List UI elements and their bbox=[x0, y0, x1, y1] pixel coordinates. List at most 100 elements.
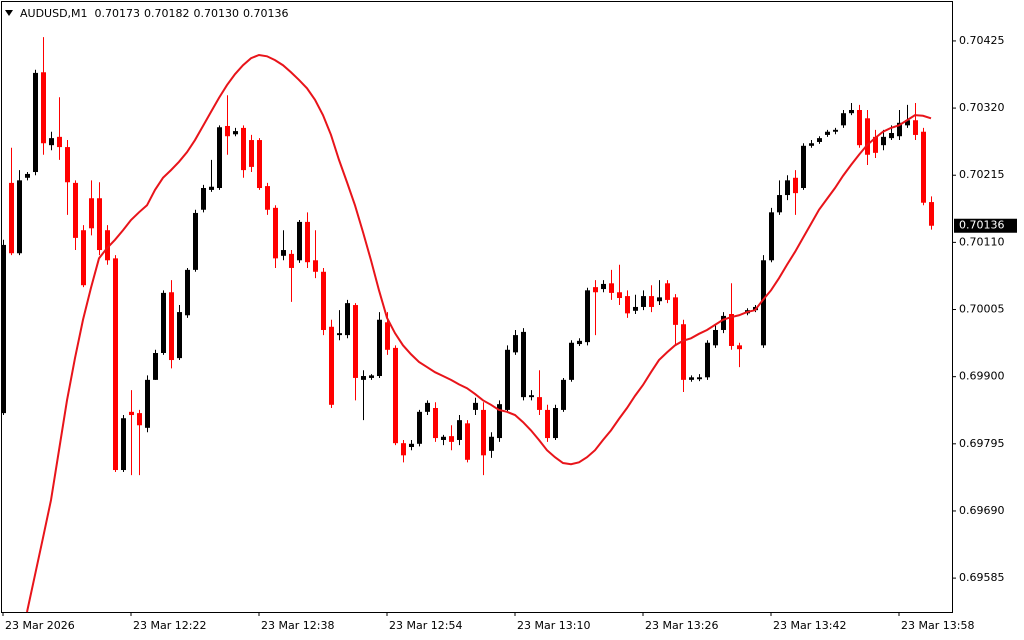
x-tick-label: 23 Mar 13:58 bbox=[901, 619, 974, 632]
y-tick-label: 0.69900 bbox=[959, 370, 1005, 383]
candle-body bbox=[121, 418, 126, 471]
candle-body bbox=[401, 443, 406, 456]
candle-body bbox=[729, 313, 734, 346]
candle-body bbox=[497, 404, 502, 439]
candle-body bbox=[25, 173, 30, 178]
candle-body bbox=[521, 331, 526, 398]
candle-body bbox=[369, 375, 374, 378]
header-close: 0.70136 bbox=[243, 7, 289, 20]
candle-body bbox=[897, 122, 902, 137]
candle-body bbox=[217, 127, 222, 189]
candle-body bbox=[833, 129, 838, 132]
candle-body bbox=[553, 408, 558, 439]
candle-body bbox=[177, 312, 182, 359]
candle-body bbox=[489, 436, 494, 451]
collapse-icon[interactable] bbox=[5, 10, 13, 16]
candle-body bbox=[561, 379, 566, 410]
candle-body bbox=[297, 221, 302, 261]
candle-body bbox=[457, 420, 462, 440]
x-tick-label: 23 Mar 13:10 bbox=[517, 619, 590, 632]
candle-body bbox=[865, 118, 870, 155]
y-tick-label: 0.70005 bbox=[959, 303, 1005, 316]
candle-body bbox=[249, 140, 254, 167]
candle-body bbox=[601, 283, 606, 290]
candle-body bbox=[889, 133, 894, 139]
x-tick-label: 23 Mar 13:26 bbox=[645, 619, 718, 632]
candle-body bbox=[801, 145, 806, 189]
candle-body bbox=[337, 333, 342, 336]
candle-body bbox=[713, 329, 718, 346]
y-tick-label: 0.69585 bbox=[959, 571, 1005, 584]
candle-body bbox=[425, 402, 430, 412]
candle-body bbox=[81, 230, 86, 286]
candle-body bbox=[385, 322, 390, 350]
y-tick-label: 0.70215 bbox=[959, 168, 1005, 181]
x-tick-label: 23 Mar 13:42 bbox=[773, 619, 846, 632]
y-tick-label: 0.70425 bbox=[959, 34, 1005, 47]
candle-body bbox=[9, 182, 14, 254]
candle-body bbox=[809, 143, 814, 146]
y-tick-label: 0.69795 bbox=[959, 437, 1005, 450]
candle-body bbox=[273, 207, 278, 259]
candle-body bbox=[537, 397, 542, 410]
candle-body bbox=[233, 131, 238, 135]
candle-body bbox=[881, 136, 886, 146]
candle-body bbox=[785, 180, 790, 196]
candle-body bbox=[697, 377, 702, 380]
candle-body bbox=[921, 131, 926, 203]
candle-body bbox=[905, 120, 910, 126]
candle-body bbox=[169, 292, 174, 361]
candle-body bbox=[849, 109, 854, 114]
candle-body bbox=[433, 408, 438, 439]
candle-body bbox=[825, 131, 830, 135]
candle-body bbox=[289, 253, 294, 268]
candle-body bbox=[305, 221, 310, 263]
candle-body bbox=[449, 436, 454, 442]
candle-body bbox=[873, 136, 878, 153]
symbol: AUDUSD,M1 bbox=[20, 7, 88, 20]
candle-body bbox=[409, 443, 414, 448]
candle-body bbox=[33, 72, 38, 173]
candle-body bbox=[721, 315, 726, 330]
x-tick-label: 23 Mar 2026 bbox=[5, 619, 75, 632]
candle-body bbox=[281, 250, 286, 256]
x-tick-label: 23 Mar 12:38 bbox=[261, 619, 334, 632]
candle-body bbox=[393, 347, 398, 444]
header-low: 0.70130 bbox=[194, 7, 240, 20]
candle-body bbox=[201, 188, 206, 210]
candle-body bbox=[129, 411, 134, 416]
candle-body bbox=[665, 283, 670, 300]
candle-body bbox=[65, 147, 70, 183]
candle-body bbox=[481, 409, 486, 456]
candle-body bbox=[241, 127, 246, 171]
header-high: 0.70182 bbox=[144, 7, 190, 20]
candle-body bbox=[97, 198, 102, 251]
candle-body bbox=[105, 230, 110, 261]
candle-body bbox=[89, 198, 94, 229]
candle-body bbox=[817, 138, 822, 142]
candle-body bbox=[649, 296, 654, 307]
candle-body bbox=[193, 212, 198, 270]
candle-body bbox=[161, 292, 166, 354]
candle-body bbox=[633, 306, 638, 311]
candle-body bbox=[113, 258, 118, 471]
candle-body bbox=[329, 326, 334, 405]
x-tick-label: 23 Mar 12:54 bbox=[389, 619, 462, 632]
candle-body bbox=[609, 283, 614, 293]
candle-body bbox=[681, 324, 686, 380]
candle-body bbox=[465, 423, 470, 460]
candle-body bbox=[705, 342, 710, 378]
candle-body bbox=[313, 260, 318, 272]
candle-body bbox=[441, 436, 446, 440]
candle-body bbox=[49, 138, 54, 146]
candle-body bbox=[569, 342, 574, 380]
candle-body bbox=[625, 296, 630, 314]
header-open: 0.70173 bbox=[95, 7, 141, 20]
candle-body bbox=[617, 292, 622, 299]
candle-body bbox=[353, 305, 358, 378]
price-label-box bbox=[954, 218, 1017, 233]
y-tick-label: 0.70110 bbox=[959, 235, 1005, 248]
y-tick-label: 0.69690 bbox=[959, 504, 1005, 517]
candle-body bbox=[641, 296, 646, 307]
